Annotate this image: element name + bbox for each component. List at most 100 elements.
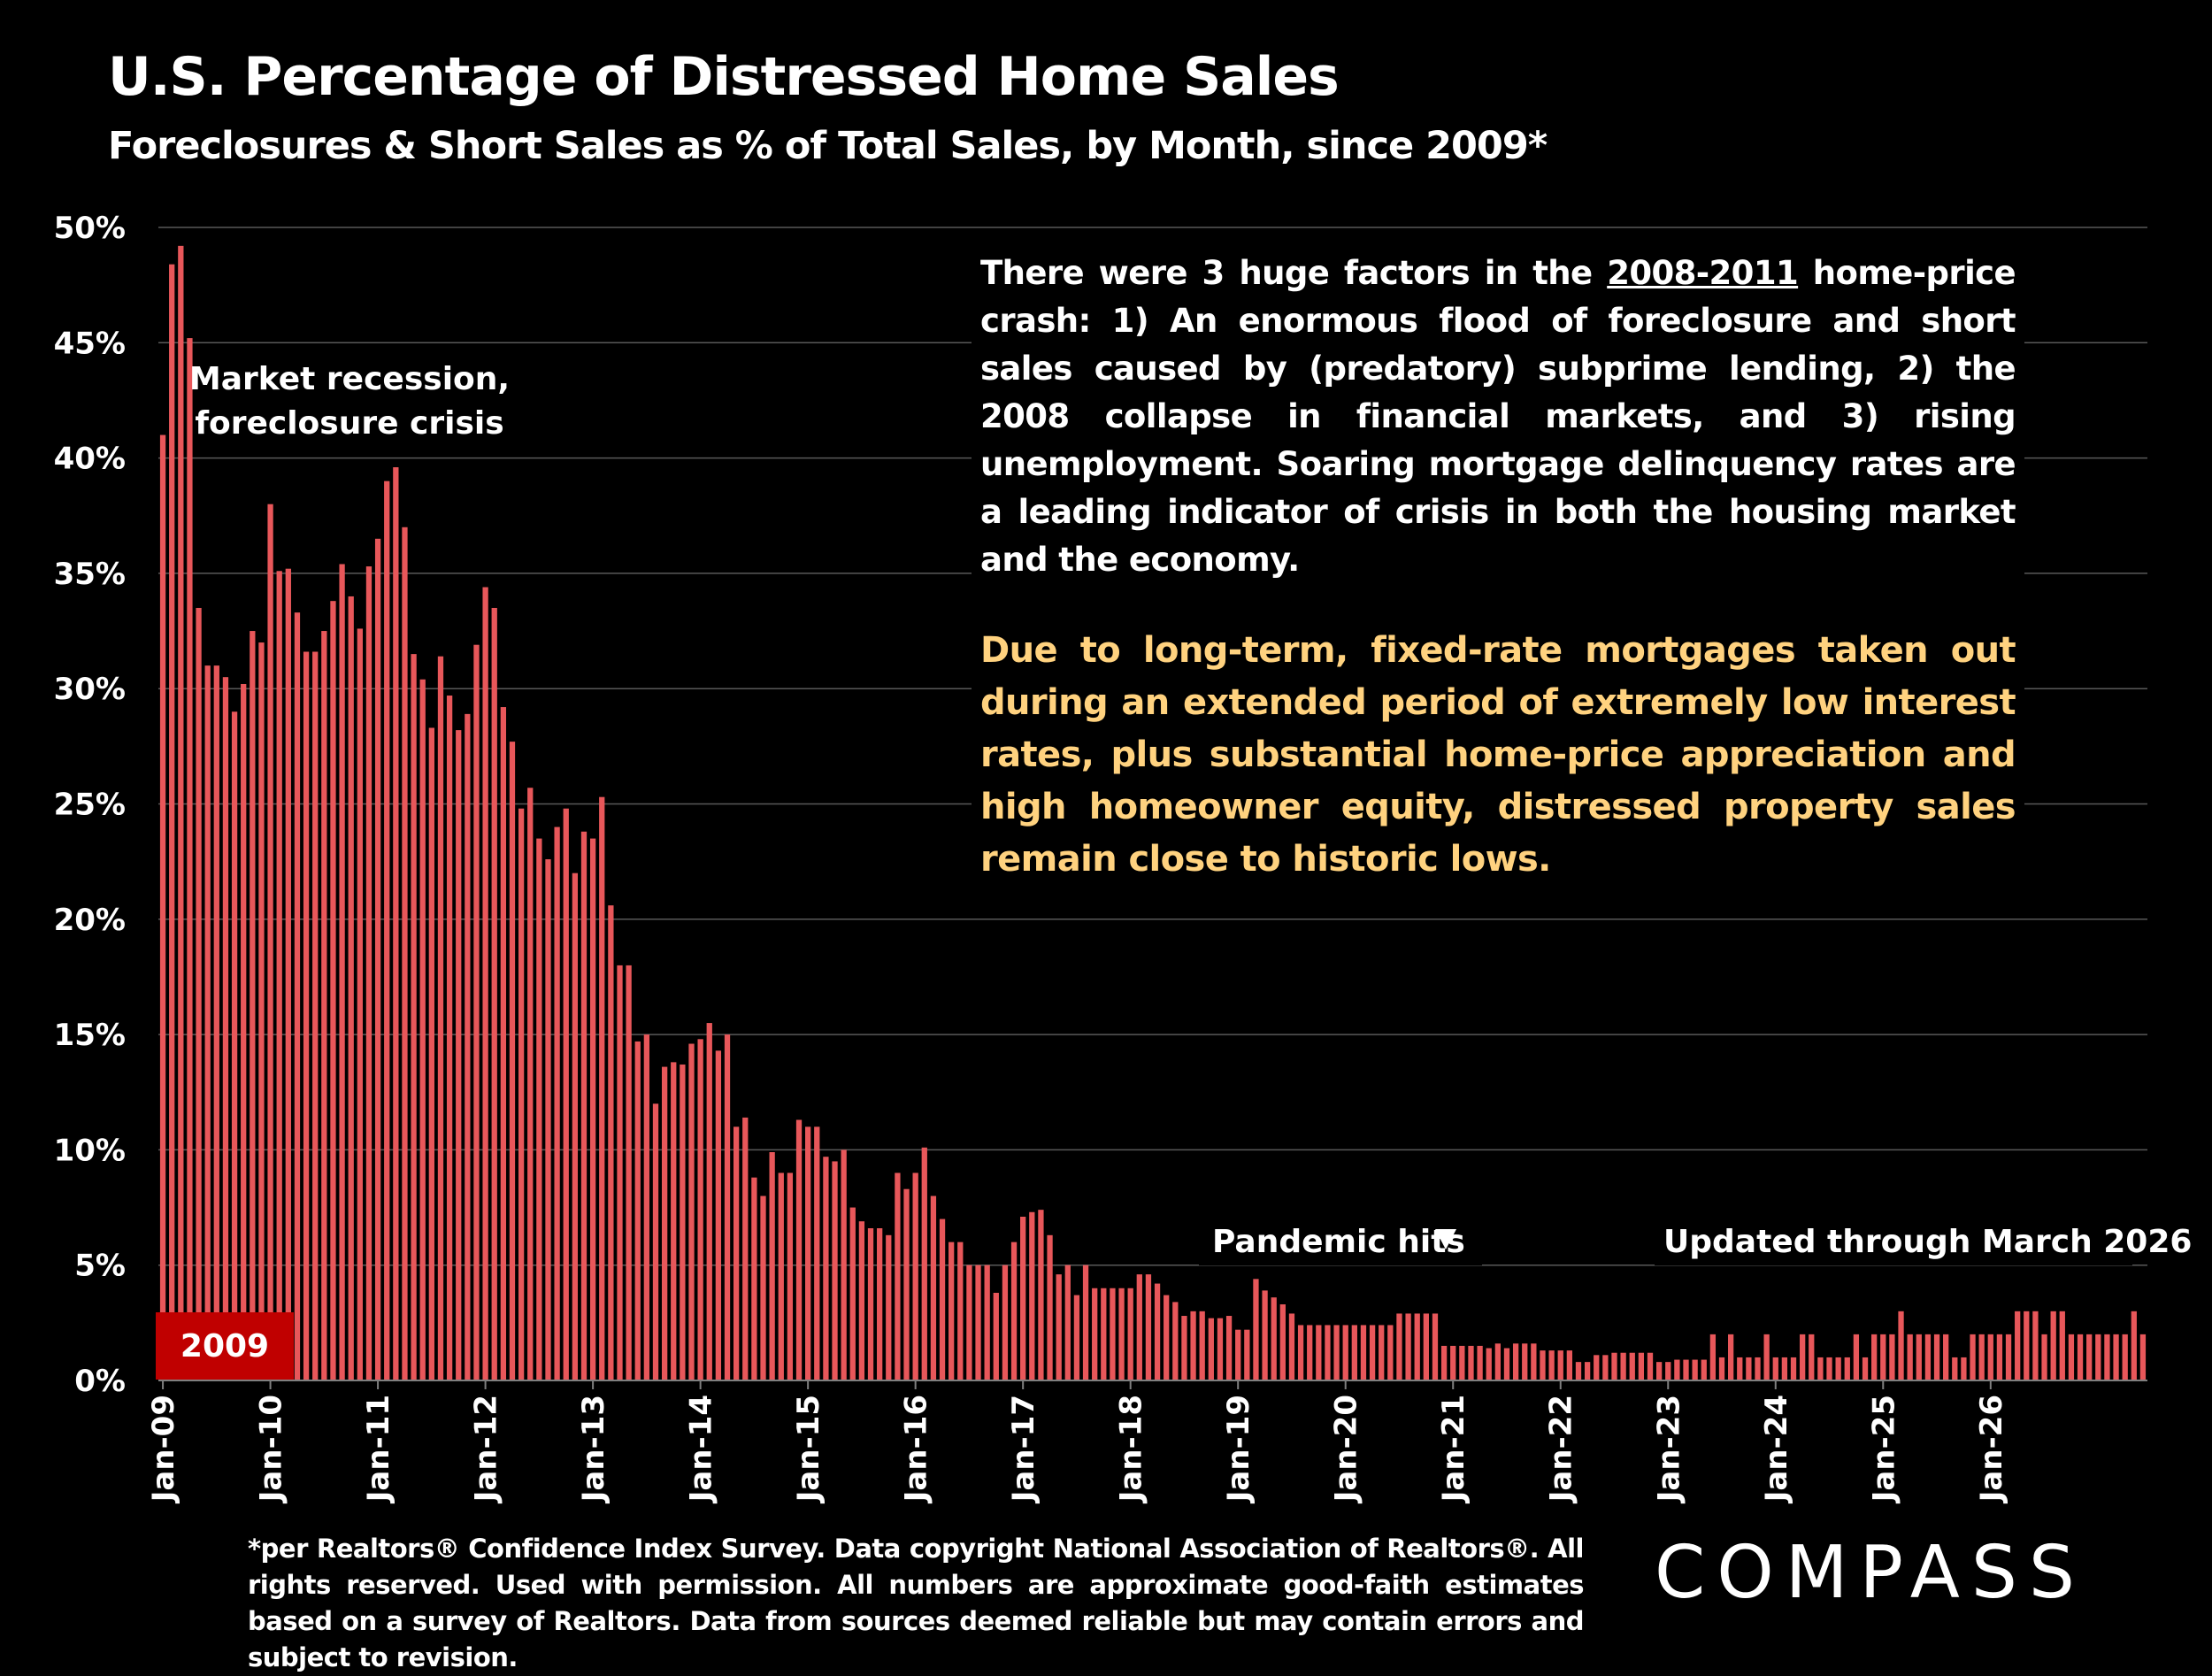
x-axis-ticks: Jan-09 Jan-10 Jan-11 Jan-12 Jan-13 Jan-14 Jan-… <box>146 1380 2009 1503</box>
bar <box>393 467 399 1380</box>
bar <box>1073 1295 1080 1380</box>
footnote: *per Realtors® Confidence Index Survey. … <box>248 1534 1585 1672</box>
bar <box>1584 1362 1591 1380</box>
bar <box>1978 1334 1985 1380</box>
bar <box>751 1177 757 1380</box>
bar <box>2015 1311 2021 1380</box>
bar <box>1880 1334 1886 1380</box>
bar <box>1548 1350 1555 1380</box>
bar <box>1154 1283 1161 1380</box>
y-tick-label: 25% <box>54 788 126 823</box>
bar <box>993 1292 999 1380</box>
x-tick-label: Jan-22 <box>1544 1395 1579 1503</box>
bar <box>1575 1362 1582 1380</box>
bar <box>1755 1357 1761 1380</box>
x-tick-label: Jan-21 <box>1436 1395 1471 1503</box>
bar <box>795 1119 803 1380</box>
bar <box>1647 1352 1654 1380</box>
bar <box>688 1043 695 1380</box>
bar <box>473 644 480 1380</box>
y-tick-label: 50% <box>54 211 126 246</box>
bar <box>706 1023 712 1380</box>
x-tick-label: Jan-23 <box>1651 1395 1686 1503</box>
bar <box>1871 1334 1878 1380</box>
bar <box>1235 1329 1241 1380</box>
bar <box>1172 1302 1179 1380</box>
bar <box>1763 1334 1770 1380</box>
bar <box>330 601 336 1380</box>
bar <box>1342 1325 1348 1380</box>
bar <box>778 1172 784 1380</box>
bar <box>527 788 534 1380</box>
bar <box>2077 1334 2084 1380</box>
bar <box>321 631 327 1380</box>
bar <box>1440 1345 1448 1380</box>
bar <box>554 826 560 1380</box>
bar <box>1987 1334 1993 1380</box>
bar <box>276 571 282 1380</box>
bar <box>733 1126 740 1380</box>
bar <box>1110 1288 1116 1380</box>
bar <box>877 1228 883 1380</box>
bar <box>1996 1334 2003 1380</box>
annotation-updated: Updated through March 2026 <box>1663 1224 2192 1260</box>
bar <box>1790 1357 1797 1380</box>
y-tick-label: 40% <box>54 442 126 477</box>
chart-subtitle: Foreclosures & Short Sales as % of Total… <box>108 124 1548 168</box>
down-triangle-icon <box>1435 1229 1456 1249</box>
bar <box>1387 1325 1394 1380</box>
bar <box>1701 1359 1707 1380</box>
bar <box>2139 1334 2147 1380</box>
bar <box>1594 1355 1600 1380</box>
bar <box>1683 1359 1689 1380</box>
bar <box>652 1103 659 1380</box>
bar <box>241 683 247 1380</box>
bar <box>1316 1325 1322 1380</box>
bar <box>724 1034 731 1380</box>
bar <box>912 1172 918 1380</box>
bar <box>1477 1345 1483 1380</box>
bar <box>626 965 632 1380</box>
bar <box>357 628 363 1380</box>
bar <box>348 596 354 1380</box>
bar <box>849 1207 856 1380</box>
bar <box>1853 1334 1860 1380</box>
y-tick-label: 45% <box>54 326 126 361</box>
chart-title: U.S. Percentage of Distressed Home Sales <box>108 46 1340 108</box>
bar <box>1540 1350 1546 1380</box>
bar <box>966 1265 972 1380</box>
bar <box>1351 1325 1357 1380</box>
bar <box>921 1147 927 1380</box>
x-tick-label: Jan-13 <box>576 1395 611 1503</box>
x-tick-label: Jan-20 <box>1329 1395 1364 1503</box>
bar <box>1279 1304 1286 1380</box>
updated-label-bg <box>1655 1212 2132 1265</box>
bar <box>1127 1288 1133 1380</box>
bar <box>2041 1334 2047 1380</box>
bar <box>1307 1325 1313 1380</box>
bar <box>939 1219 946 1380</box>
commentary-paragraph-2: Due to long-term, fixed-rate mortgages t… <box>980 630 2016 880</box>
bar <box>1379 1325 1385 1380</box>
bar <box>1208 1318 1214 1380</box>
bar <box>1432 1313 1439 1380</box>
bar <box>231 711 238 1380</box>
bar <box>769 1152 775 1380</box>
bar <box>1933 1334 1940 1380</box>
bar <box>814 1126 820 1380</box>
bar <box>760 1195 766 1380</box>
bar <box>1297 1325 1304 1380</box>
bar <box>589 838 596 1380</box>
bar <box>832 1161 838 1380</box>
bar <box>1010 1242 1018 1380</box>
bar <box>671 1062 677 1380</box>
x-tick-label: Jan-10 <box>254 1395 289 1503</box>
bar <box>608 905 614 1380</box>
bar <box>1056 1274 1062 1380</box>
x-tick-label: Jan-16 <box>899 1395 934 1503</box>
y-tick-label: 0% <box>74 1364 126 1399</box>
bar <box>1038 1210 1044 1380</box>
bar <box>411 654 417 1380</box>
bar <box>886 1234 892 1380</box>
bar <box>2005 1334 2012 1380</box>
